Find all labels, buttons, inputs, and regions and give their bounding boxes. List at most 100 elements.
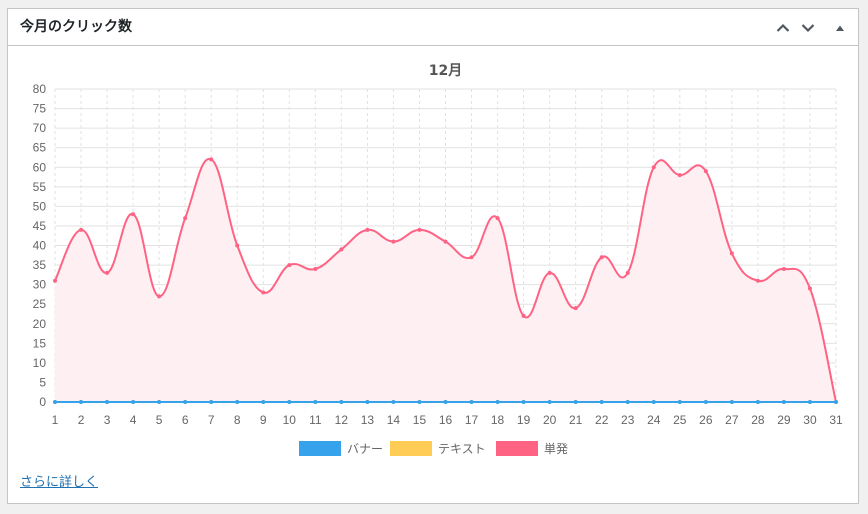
series-banner-point (521, 400, 526, 404)
series-single-point (131, 212, 136, 217)
x-tick-label: 21 (569, 413, 583, 427)
series-single-point (105, 270, 110, 275)
x-tick-label: 20 (543, 413, 557, 427)
series-banner-point (53, 400, 57, 404)
more-details-link[interactable]: さらに詳しく (20, 475, 99, 490)
x-tick-label: 17 (465, 413, 479, 427)
series-single-point (417, 227, 422, 232)
series-banner-point (495, 400, 500, 404)
y-tick-label: 5 (39, 375, 46, 389)
x-tick-label: 5 (156, 413, 163, 427)
legend-label-text[interactable]: テキスト (438, 442, 486, 456)
widget-header: 今月のクリック数 (8, 9, 858, 46)
chart-title: 12月 (429, 63, 462, 79)
legend-swatch-banner[interactable] (299, 441, 341, 456)
series-single-point (287, 263, 292, 268)
widget-title: 今月のクリック数 (20, 19, 132, 35)
series-single-point (79, 227, 84, 232)
x-tick-label: 22 (595, 413, 609, 427)
toggle-panel-button[interactable] (830, 18, 850, 38)
y-tick-label: 70 (33, 121, 47, 135)
series-single-point (391, 239, 396, 244)
x-tick-label: 10 (283, 413, 297, 427)
series-single-point (599, 255, 604, 260)
x-tick-label: 4 (130, 413, 137, 427)
series-banner-point (599, 400, 604, 404)
y-tick-label: 55 (33, 180, 47, 194)
legend-swatch-text[interactable] (390, 441, 432, 456)
series-single-point (703, 169, 708, 174)
x-tick-label: 2 (78, 413, 85, 427)
x-tick-label: 6 (182, 413, 189, 427)
x-tick-label: 18 (491, 413, 505, 427)
series-single-point (755, 278, 760, 283)
series-banner-point (131, 400, 136, 404)
series-banner-point (209, 400, 214, 404)
series-single-point (521, 313, 526, 318)
x-tick-label: 13 (361, 413, 375, 427)
series-single-point (807, 286, 812, 291)
y-tick-label: 30 (33, 278, 47, 292)
x-tick-label: 27 (725, 413, 739, 427)
move-down-button[interactable] (798, 18, 818, 38)
x-tick-label: 11 (309, 413, 322, 427)
x-tick-label: 19 (517, 413, 531, 427)
series-banner-point (834, 400, 838, 404)
y-tick-label: 75 (33, 102, 47, 116)
series-single-point (625, 270, 630, 275)
legend-swatch-single[interactable] (496, 441, 538, 456)
series-single-point (157, 294, 162, 299)
series-single-point (573, 306, 578, 311)
series-single-point (781, 266, 786, 271)
series-banner-point (547, 400, 552, 404)
series-single-point (365, 227, 370, 232)
series-single-point (651, 165, 656, 170)
series-banner-point (365, 400, 370, 404)
y-tick-label: 25 (33, 297, 47, 311)
series-banner-point (339, 400, 344, 404)
series-banner-point (625, 400, 630, 404)
series-single-point (313, 266, 318, 271)
series-banner-point (235, 400, 240, 404)
series-banner-point (287, 400, 292, 404)
series-banner-point (807, 400, 812, 404)
x-tick-label: 14 (387, 413, 401, 427)
y-tick-label: 40 (33, 239, 47, 253)
legend-label-single[interactable]: 単発 (544, 442, 568, 456)
series-single-point (235, 243, 240, 248)
series-banner-point (105, 400, 110, 404)
y-tick-label: 10 (33, 356, 47, 370)
series-banner-point (703, 400, 708, 404)
series-single-point (261, 290, 266, 295)
x-tick-label: 16 (439, 413, 453, 427)
x-tick-label: 7 (208, 413, 215, 427)
x-tick-label: 12 (335, 413, 349, 427)
x-tick-label: 28 (751, 413, 765, 427)
y-tick-label: 65 (33, 141, 47, 155)
triangle-up-icon (836, 25, 844, 31)
x-tick-label: 3 (104, 413, 111, 427)
x-tick-label: 30 (803, 413, 817, 427)
y-tick-label: 80 (33, 82, 47, 96)
series-banner-point (729, 400, 734, 404)
series-banner-point (469, 400, 474, 404)
series-banner-point (755, 400, 760, 404)
series-single-point (183, 216, 188, 221)
y-tick-label: 50 (33, 199, 47, 213)
x-tick-label: 29 (777, 413, 791, 427)
series-single-point (677, 173, 682, 178)
series-banner-point (79, 400, 84, 404)
legend-label-banner[interactable]: バナー (347, 442, 383, 456)
y-tick-label: 20 (33, 317, 47, 331)
series-banner-point (651, 400, 656, 404)
move-up-button[interactable] (773, 18, 793, 38)
x-tick-label: 24 (647, 413, 661, 427)
series-single-point (53, 278, 57, 283)
x-tick-label: 9 (260, 413, 267, 427)
series-banner-point (183, 400, 188, 404)
series-banner-point (677, 400, 682, 404)
series-banner-point (157, 400, 162, 404)
series-banner-point (261, 400, 266, 404)
series-single-point (339, 247, 344, 252)
series-single-point (443, 239, 448, 244)
